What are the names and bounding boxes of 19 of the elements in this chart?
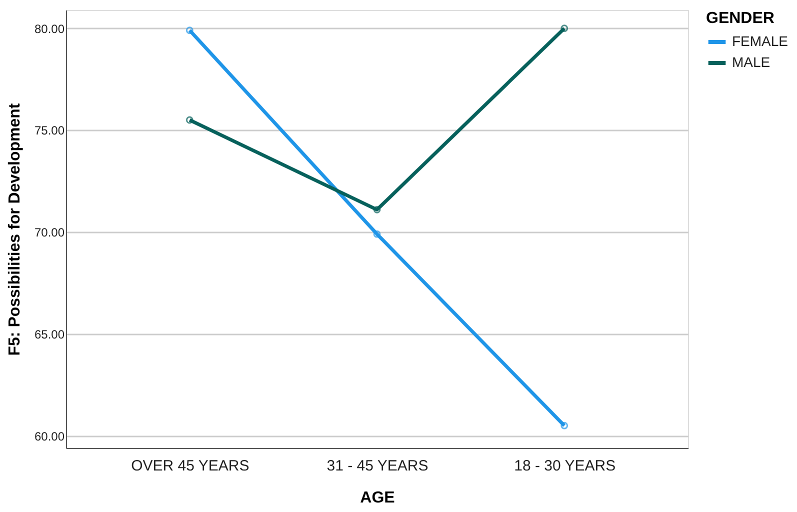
legend-title: GENDER (706, 10, 775, 27)
x-tick-label: 31 - 45 YEARS (326, 458, 428, 474)
point (560, 24, 568, 32)
x-tick-label: OVER 45 YEARS (131, 458, 250, 474)
x-axis-title: AGE (360, 490, 396, 506)
y-axis-title: F5: Possibilities for Development (6, 102, 24, 356)
point (560, 422, 568, 430)
point (373, 206, 381, 214)
y-tick-label: 80.00 (34, 22, 65, 36)
legend-label: MALE (732, 54, 770, 70)
y-tick-label: 60.00 (34, 429, 65, 444)
x-tick-label: 18 - 30 YEARS (514, 458, 616, 474)
y-tick-label: 75.00 (34, 124, 65, 138)
legend-label: FEMALE (732, 33, 788, 49)
y-tick-label: 65.00 (34, 327, 65, 342)
y-tick-label: 70.00 (34, 226, 65, 240)
point (186, 26, 194, 34)
point (186, 116, 194, 124)
point (373, 230, 381, 238)
